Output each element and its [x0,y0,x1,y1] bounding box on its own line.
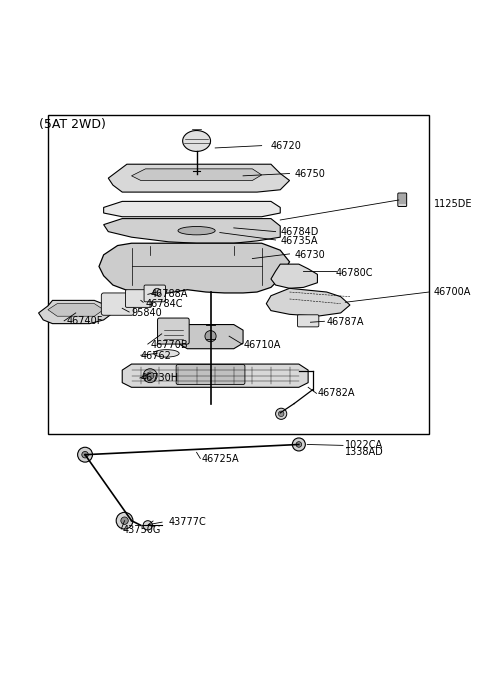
Polygon shape [122,364,308,387]
Text: 1338AD: 1338AD [345,447,384,458]
Ellipse shape [183,131,211,152]
Text: 46700A: 46700A [433,287,471,297]
Polygon shape [104,219,280,243]
Text: 46770B: 46770B [150,340,188,349]
Circle shape [278,411,284,416]
Polygon shape [132,169,262,181]
Text: 46750: 46750 [294,169,325,179]
Text: 1125DE: 1125DE [433,199,472,209]
Circle shape [116,512,133,529]
Ellipse shape [178,227,215,235]
Circle shape [121,517,128,525]
FancyBboxPatch shape [144,285,166,302]
Circle shape [143,521,153,530]
Text: 46720: 46720 [271,141,302,150]
Text: 46788A: 46788A [150,289,188,299]
Text: 46725A: 46725A [201,454,239,464]
Text: 43750G: 43750G [122,525,161,535]
Text: 1022CA: 1022CA [345,441,384,450]
Polygon shape [48,304,104,316]
Polygon shape [178,324,243,349]
FancyBboxPatch shape [101,293,134,315]
Polygon shape [266,288,350,316]
Text: 46780C: 46780C [336,269,373,278]
Text: (5AT 2WD): (5AT 2WD) [38,118,106,131]
Text: 46710A: 46710A [243,340,280,349]
Circle shape [78,447,93,462]
Text: 46735A: 46735A [280,236,318,246]
Circle shape [276,408,287,419]
Circle shape [205,330,216,342]
Circle shape [143,369,157,383]
Text: 46784C: 46784C [145,299,183,309]
Polygon shape [99,243,289,294]
FancyBboxPatch shape [157,318,189,344]
Circle shape [296,441,301,447]
Text: 46784D: 46784D [280,227,319,236]
Polygon shape [38,301,113,324]
FancyBboxPatch shape [125,290,152,307]
Text: 46730: 46730 [294,250,325,260]
Text: 46730H: 46730H [141,373,179,383]
Text: 46787A: 46787A [327,318,364,327]
Polygon shape [271,264,317,288]
FancyBboxPatch shape [298,315,319,327]
Ellipse shape [154,349,179,357]
Text: 43777C: 43777C [168,517,206,527]
FancyBboxPatch shape [398,193,407,206]
Polygon shape [108,165,289,192]
Polygon shape [104,201,280,217]
Circle shape [292,438,305,451]
Circle shape [146,372,154,379]
Text: 46782A: 46782A [317,389,355,398]
FancyBboxPatch shape [176,364,245,385]
Text: 95840: 95840 [132,308,162,318]
Text: 46762: 46762 [141,351,172,361]
Circle shape [82,452,88,458]
Circle shape [154,288,161,296]
Text: 46740F: 46740F [66,316,103,326]
